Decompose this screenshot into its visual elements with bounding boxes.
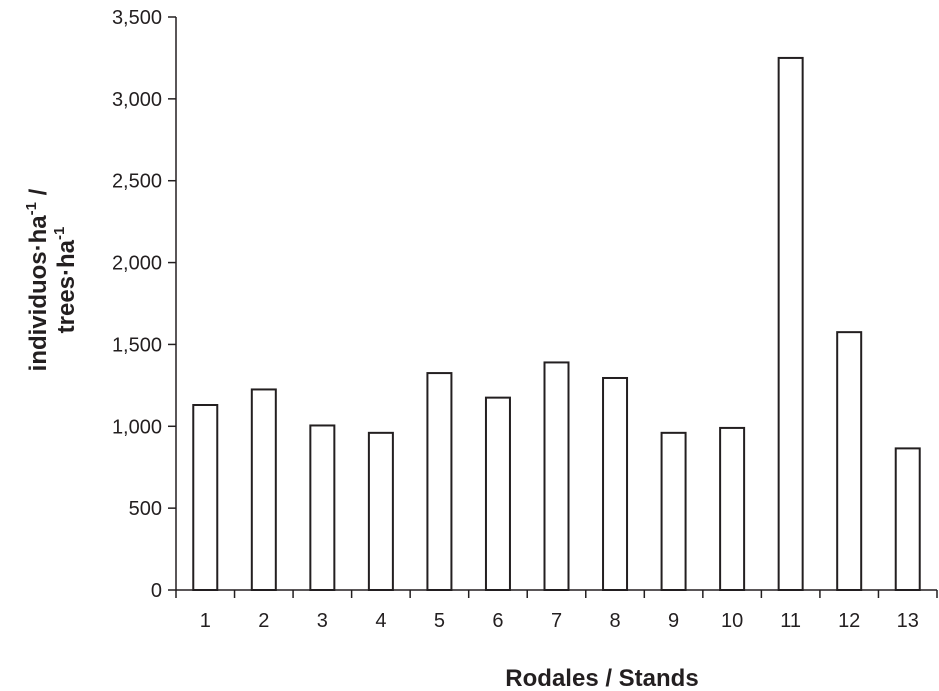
x-tick-label: 11 (780, 610, 801, 632)
x-tick-label: 1 (200, 610, 211, 632)
bar-stand-7 (543, 361, 570, 591)
x-tick-label: 6 (492, 610, 503, 632)
y-axis-title-line1: individuos·ha (25, 215, 52, 372)
x-tick-label: 12 (838, 610, 860, 632)
y-tick-label: 2,500 (112, 171, 162, 193)
bar-stand-10 (719, 426, 746, 591)
svg-text:trees·ha-1: trees·ha-1 (51, 227, 80, 334)
x-axis-title: Rodales / Stands (505, 665, 698, 691)
y-tick-label: 2,000 (112, 253, 162, 275)
y-axis-title-line1-sup: -1 (23, 202, 40, 215)
y-tick-label: 500 (129, 498, 162, 520)
x-axis-ticks: 1 2 3 4 5 6 7 8 9 10 11 12 13 (175, 590, 938, 632)
x-tick-label: 10 (721, 610, 743, 632)
bar-stand-6 (484, 396, 511, 591)
bar-stand-3 (309, 424, 336, 591)
bar-stand-4 (367, 431, 394, 591)
y-tick-label: 3,500 (112, 7, 162, 29)
bar-stand-9 (660, 431, 687, 591)
x-tick-label: 7 (551, 610, 562, 632)
x-tick-label: 13 (897, 610, 919, 632)
bar-stand-8 (602, 376, 629, 591)
y-axis-title-line1-tail: / (25, 188, 52, 202)
y-axis-title-line2: trees·ha (53, 239, 80, 333)
bar-stand-12 (836, 331, 863, 591)
bar-stand-5 (426, 372, 453, 592)
bar-stand-2 (250, 388, 277, 592)
y-tick-label: 0 (151, 580, 162, 602)
x-tick-label: 3 (317, 610, 328, 632)
x-tick-label: 9 (668, 610, 679, 632)
y-tick-label: 3,000 (112, 89, 162, 111)
bar-stand-13 (894, 447, 921, 591)
bar-stand-1 (192, 404, 219, 592)
y-axis-title-line2-sup: -1 (51, 227, 68, 240)
bar-stand-11 (777, 56, 804, 591)
y-tick-label: 1,000 (112, 416, 162, 438)
x-tick-label: 5 (434, 610, 445, 632)
x-tick-label: 8 (609, 610, 620, 632)
bars (192, 56, 921, 592)
y-axis-ticks: 0 500 1,000 1,500 2,000 2,500 3,000 3,500 (112, 7, 176, 602)
svg-text:individuos·ha-1 /: individuos·ha-1 / (23, 188, 52, 371)
y-axis-title: individuos·ha-1 / trees·ha-1 (23, 188, 80, 371)
x-tick-label: 4 (375, 610, 386, 632)
y-tick-label: 1,500 (112, 334, 162, 356)
x-tick-label: 2 (258, 610, 269, 632)
